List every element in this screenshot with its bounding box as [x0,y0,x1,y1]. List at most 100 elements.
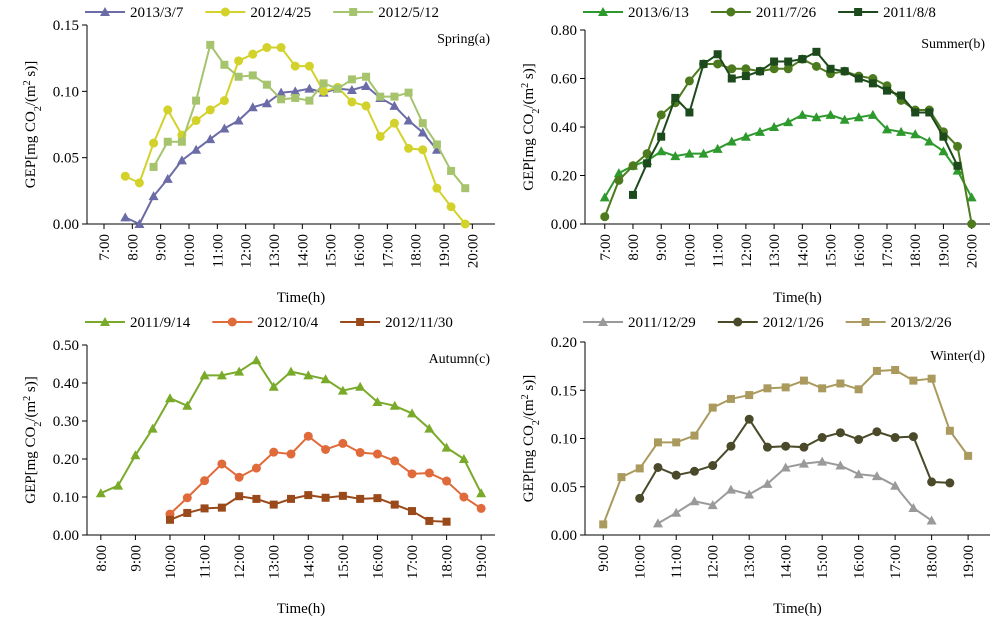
x-axis-title: Time(h) [773,290,822,306]
marker [220,60,229,69]
marker [812,47,821,56]
legend-label: 2012/10/4 [257,315,318,331]
marker [390,92,399,101]
x-tick-label: 14:00 [795,234,811,268]
marker [726,136,737,146]
y-axis-title-part: 2 [531,420,542,425]
marker [939,132,948,141]
marker [355,381,366,391]
x-tick-label: 10:00 [163,545,179,579]
marker [217,459,227,469]
marker [192,96,201,105]
x-tick-label: 16:00 [352,234,368,268]
marker [708,461,718,471]
marker [818,384,827,393]
y-tick-label: 0.80 [551,23,577,39]
legend-marker [349,8,358,16]
marker [671,507,682,517]
y-axis-title-part: 2 [22,396,33,401]
x-axis-title: Time(h) [773,601,822,617]
legend-label: 2013/3/7 [130,5,184,21]
marker [685,108,694,117]
x-tick-label: 11:00 [669,545,685,579]
marker [447,166,456,175]
legend-marker [356,318,365,326]
marker [840,67,849,76]
marker [854,74,863,83]
legend-marker [100,7,110,16]
marker [770,57,779,66]
marker [890,480,901,490]
x-tick-label: 19:00 [437,234,453,268]
marker [389,100,400,110]
marker [441,442,452,452]
marker [134,178,144,188]
x-tick-label: 16:00 [370,545,386,579]
marker [95,488,106,498]
marker [182,493,192,503]
legend-marker [733,317,743,327]
y-axis-title-part: /(m [23,401,39,422]
marker [432,183,442,193]
marker [872,427,882,437]
series-line [603,113,973,198]
marker [799,442,809,452]
marker [614,175,624,185]
x-tick-label: 18:00 [409,234,425,268]
marker [120,212,131,222]
x-tick-label: 17:00 [888,545,904,579]
y-axis-title-part: 2 [520,83,531,88]
y-axis-title-part: GEP[mg CO [521,425,537,502]
marker [217,503,226,512]
marker [725,484,736,494]
marker [881,124,892,134]
marker [966,192,977,202]
marker [769,64,779,74]
y-tick-label: 0.10 [53,84,79,100]
marker [744,489,755,499]
marker [672,438,681,447]
x-tick-label: 13:00 [267,545,283,579]
marker [799,376,808,385]
legend-label: 2012/1/26 [763,315,824,331]
y-tick-label: 0.40 [551,120,577,136]
legend-label: 2012/5/12 [378,5,439,21]
panel: 0.00 0.10 0.20 0.30 0.40 0.50 8:00 9:00 10:00 11:… [22,315,495,617]
marker [755,67,764,76]
y-tick-label: 0.05 [53,151,79,167]
x-tick-label: 10:00 [633,545,649,579]
y-axis-title: GEP[mg CO2/(m2 s)] [520,63,542,191]
marker [219,123,230,133]
marker [248,71,257,80]
marker [373,494,382,503]
marker [459,492,469,502]
marker [262,43,272,53]
annotation: Autumn(c) [429,352,491,367]
y-axis-title-part: GEP[mg CO [23,111,39,188]
marker [783,117,794,127]
x-tick-label: 12:00 [232,545,248,579]
series-line [603,57,973,225]
marker [643,159,652,168]
marker [347,75,356,84]
marker [177,137,186,146]
legend-label: 2013/2/26 [891,315,952,331]
marker [689,496,700,506]
marker [967,219,977,229]
marker [321,493,330,502]
y-axis-title: GEP[mg CO2/(m2 s)] [22,376,44,504]
marker [407,408,418,418]
marker [162,173,173,183]
x-tick-label: 9:00 [128,545,144,572]
marker [290,61,300,71]
y-tick-label: 0.00 [53,528,79,544]
marker [389,118,399,128]
marker [938,146,949,156]
marker [319,79,328,88]
x-tick-label: 12:00 [239,234,255,268]
marker [216,370,227,380]
marker [375,131,385,141]
x-tick-label: 19:00 [474,545,490,579]
marker [726,441,736,451]
marker [461,184,470,193]
